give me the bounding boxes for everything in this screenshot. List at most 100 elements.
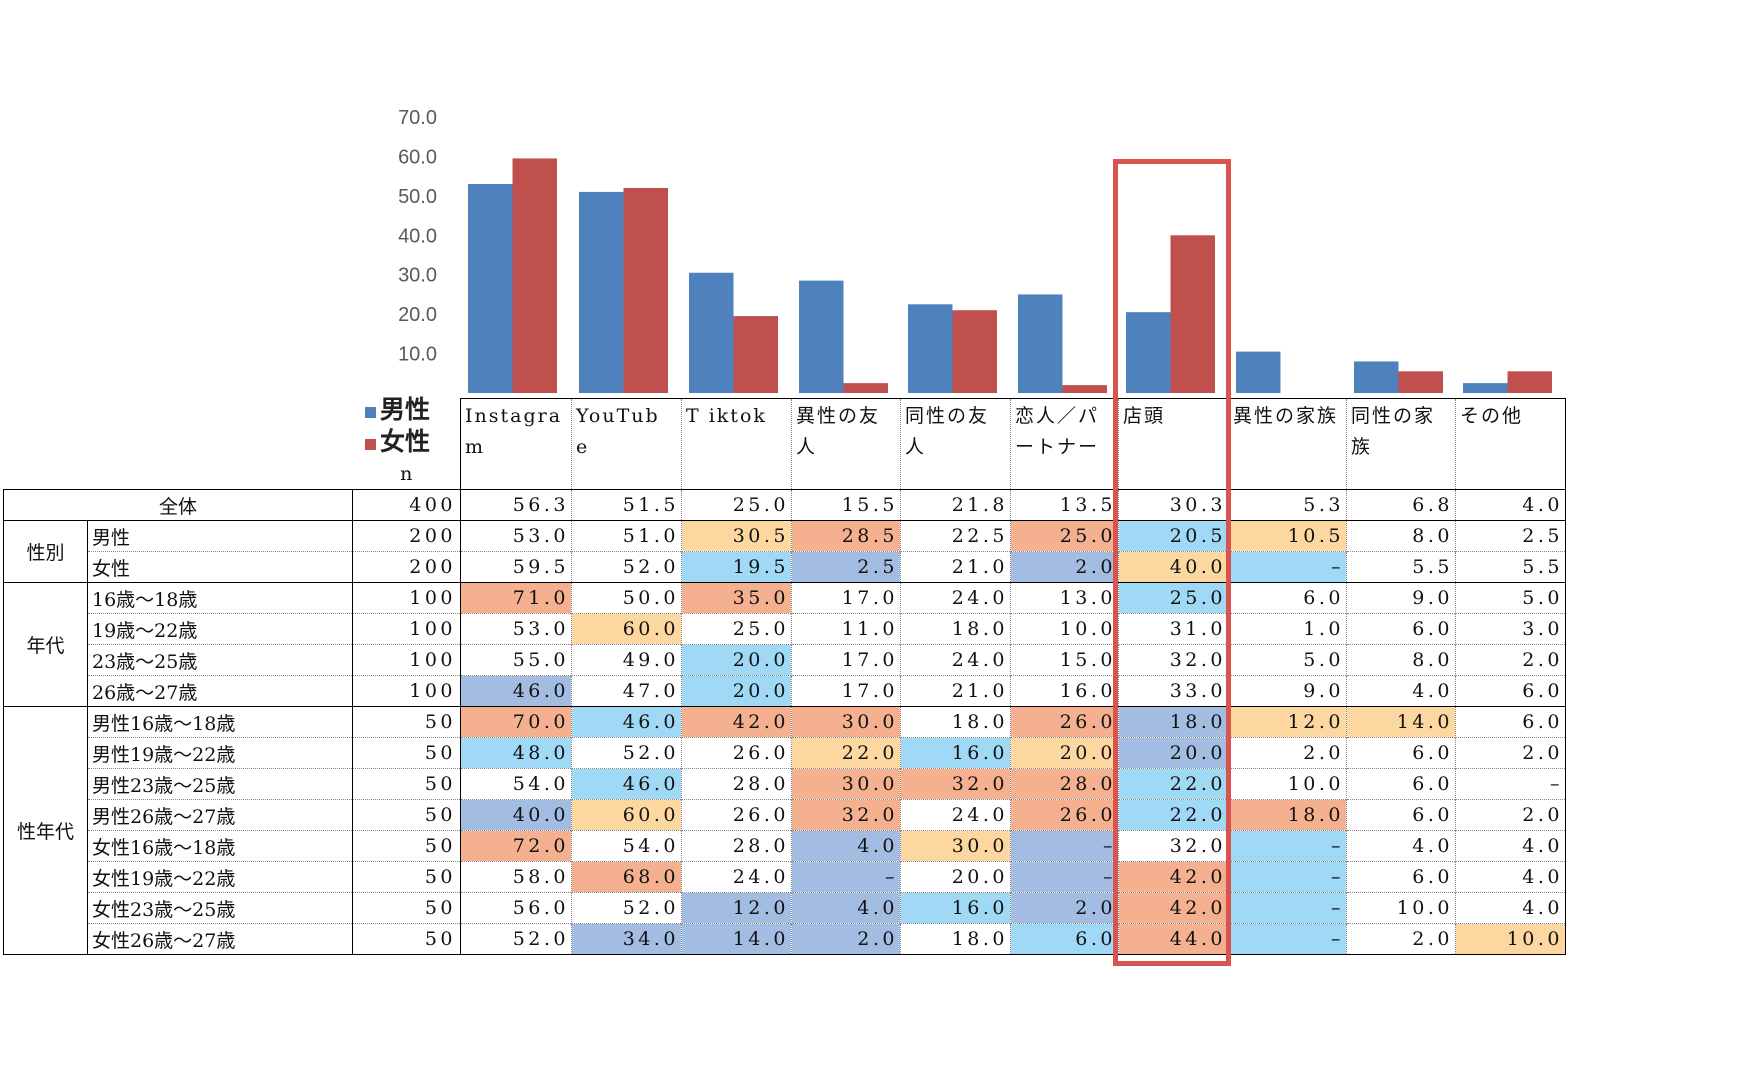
table-row: 年代 16歳～18歳 100 71.0 50.0 35.0 17.0 24.0 13.0 25.0… [3, 582, 1566, 707]
table-cell: 34.0 [571, 923, 682, 955]
table-cell: 14.0 [681, 923, 792, 955]
table-cell: 51.0 [571, 520, 682, 552]
bar-female [1170, 235, 1215, 393]
table-cell: 2.0 [1010, 551, 1119, 583]
table-cell: 31.0 [1118, 613, 1229, 645]
row-label: 23歳～25歳 [87, 644, 353, 676]
table-cell: 28.5 [791, 520, 901, 552]
legend-female: 女性 [365, 422, 430, 458]
table-cell: 26.0 [681, 737, 792, 769]
table-cell: 22.5 [900, 520, 1011, 552]
table-cell: 6.0 [1455, 706, 1566, 738]
table-cell: 48.0 [460, 737, 572, 769]
bar-female [733, 316, 778, 393]
table-cell: 2.0 [1455, 799, 1566, 831]
table-cell: 2.5 [1455, 520, 1566, 552]
legend-label-male: 男性 [380, 395, 431, 424]
table-cell: 2.0 [1346, 923, 1456, 955]
table-cell: 20.5 [1118, 520, 1229, 552]
table-cell: 40.0 [1118, 551, 1229, 583]
bar-male [1018, 294, 1063, 393]
table-cell: 5.5 [1346, 551, 1456, 583]
table-cell: 24.0 [900, 644, 1011, 676]
row-label: 19歳～22歳 [87, 613, 353, 645]
table-cell: 5.0 [1455, 582, 1566, 614]
bar-male [468, 184, 513, 393]
table-cell: 56.0 [460, 892, 572, 924]
bar-female [1062, 385, 1107, 393]
table-cell: 30.5 [681, 520, 792, 552]
table-cell: 68.0 [571, 861, 682, 893]
table-cell: 32.0 [791, 799, 901, 831]
table-cell: 6.8 [1346, 489, 1456, 521]
table-cell: 35.0 [681, 582, 792, 614]
table-cell: 25.0 [681, 613, 792, 645]
table-cell: 22.0 [1118, 768, 1229, 800]
table-cell: 4.0 [791, 830, 901, 862]
table-cell: 20.0 [1118, 737, 1229, 769]
bar-male [1236, 351, 1281, 393]
table-cell: 22.0 [791, 737, 901, 769]
table-cell: 55.0 [460, 644, 572, 676]
table-cell: 8.0 [1346, 644, 1456, 676]
table-cell: 6.0 [1455, 675, 1566, 707]
table-cell: 33.0 [1118, 675, 1229, 707]
column-header: T iktok [681, 398, 792, 490]
group-label: 性別 [3, 520, 88, 583]
table-cell: 1.0 [1228, 613, 1347, 645]
bar-male [799, 280, 844, 393]
table-cell: 20.0 [681, 644, 792, 676]
row-label: 男性19歳～22歳 [87, 737, 353, 769]
table-cell: 32.0 [1118, 830, 1229, 862]
table-cell: 42.0 [1118, 892, 1229, 924]
table-cell: 19.5 [681, 551, 792, 583]
table-cell: 28.0 [681, 830, 792, 862]
table-cell: 11.0 [791, 613, 901, 645]
column-header: Instagra m [460, 398, 572, 490]
sample-size: 100 [352, 644, 461, 676]
table-cell: 6.0 [1346, 799, 1456, 831]
table-cell: 71.0 [460, 582, 572, 614]
table-cell: 4.0 [1346, 830, 1456, 862]
row-label: 女性26歳～27歳 [87, 923, 353, 955]
bar-female [843, 383, 888, 393]
row-label: 女性16歳～18歳 [87, 830, 353, 862]
table-cell: 25.0 [1010, 520, 1119, 552]
table-cell: 30.0 [900, 830, 1011, 862]
table-cell: 32.0 [1118, 644, 1229, 676]
table-row: 26歳～27歳 100 46.0 47.0 20.0 17.0 21.0 16.0 33.0 9.… [4, 675, 1566, 707]
sample-size: 200 [352, 551, 461, 583]
table-cell: – [1455, 768, 1566, 800]
table-cell: – [1010, 830, 1119, 862]
column-header: 同性の友人 [900, 398, 1011, 490]
table-cell: 54.0 [460, 768, 572, 800]
row-label: 男性23歳～25歳 [87, 768, 353, 800]
table-cell: 4.0 [1455, 892, 1566, 924]
table-cell: 53.0 [460, 520, 572, 552]
table-cell: 17.0 [791, 675, 901, 707]
table-cell: 21.0 [900, 675, 1011, 707]
table-cell: 30.0 [791, 768, 901, 800]
table-cell: 5.5 [1455, 551, 1566, 583]
table-cell: 16.0 [900, 892, 1011, 924]
table-cell: 56.3 [460, 489, 572, 521]
bar-male [1126, 312, 1171, 393]
table-cell: 6.0 [1010, 923, 1119, 955]
column-header: 異性の友人 [791, 398, 901, 490]
bar-female [952, 310, 997, 393]
column-header: YouTub e [571, 398, 682, 490]
table-cell: 2.0 [1455, 737, 1566, 769]
sample-size: 50 [352, 706, 461, 738]
table-cell: 40.0 [460, 799, 572, 831]
bar-female [623, 187, 668, 393]
table-cell: 10.0 [1455, 923, 1566, 955]
table-cell: – [1228, 551, 1347, 583]
table-cell: 2.0 [1228, 737, 1347, 769]
table-cell: 2.0 [1455, 644, 1566, 676]
table-cell: 15.5 [791, 489, 901, 521]
bar-female [1398, 371, 1443, 393]
sample-size: 200 [352, 520, 461, 552]
column-header: 同性の家族 [1346, 398, 1456, 490]
table-cell: 52.0 [460, 923, 572, 955]
table-row: 男性23歳～25歳 50 54.0 46.0 28.0 30.0 32.0 28.0 22.0 1… [4, 768, 1566, 800]
